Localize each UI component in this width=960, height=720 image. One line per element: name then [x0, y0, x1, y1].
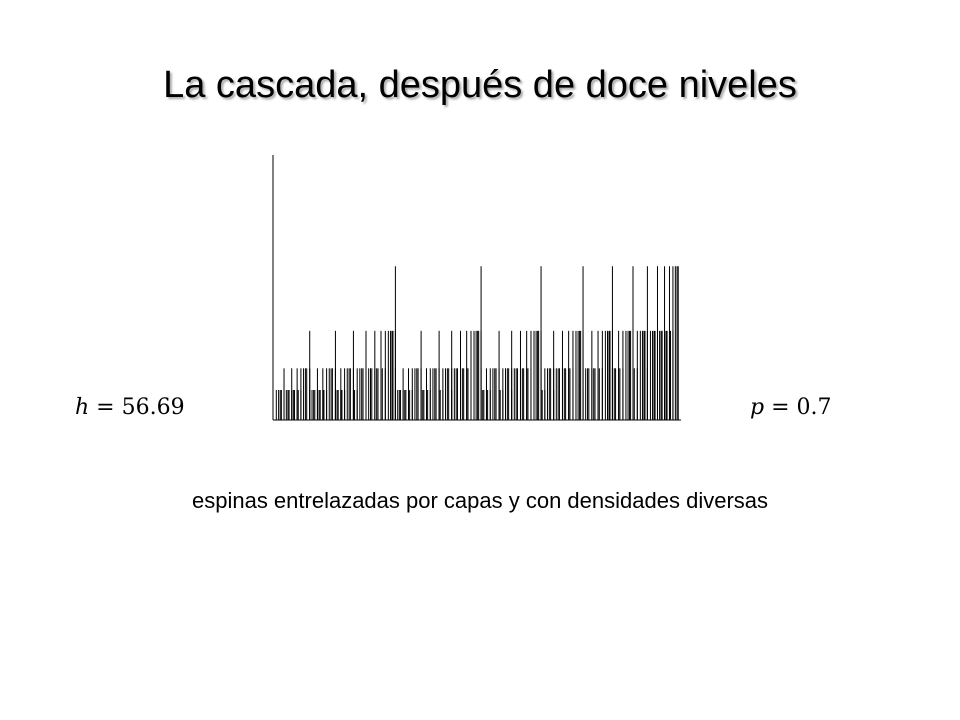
h-value: 56.69: [121, 395, 185, 420]
slide-title: La cascada, después de doce niveles: [163, 64, 797, 106]
h-equals: =: [96, 395, 115, 420]
p-value: 0.7: [796, 395, 832, 420]
p-parameter-label: p = 0.7: [750, 395, 832, 420]
p-variable: p: [750, 395, 765, 420]
h-parameter-label: h = 56.69: [75, 395, 185, 420]
slide-caption: espinas entrelazadas por capas y con den…: [191, 488, 769, 513]
h-variable: h: [75, 395, 90, 420]
p-equals: =: [771, 395, 790, 420]
cascade-spike-plot: [272, 155, 681, 421]
